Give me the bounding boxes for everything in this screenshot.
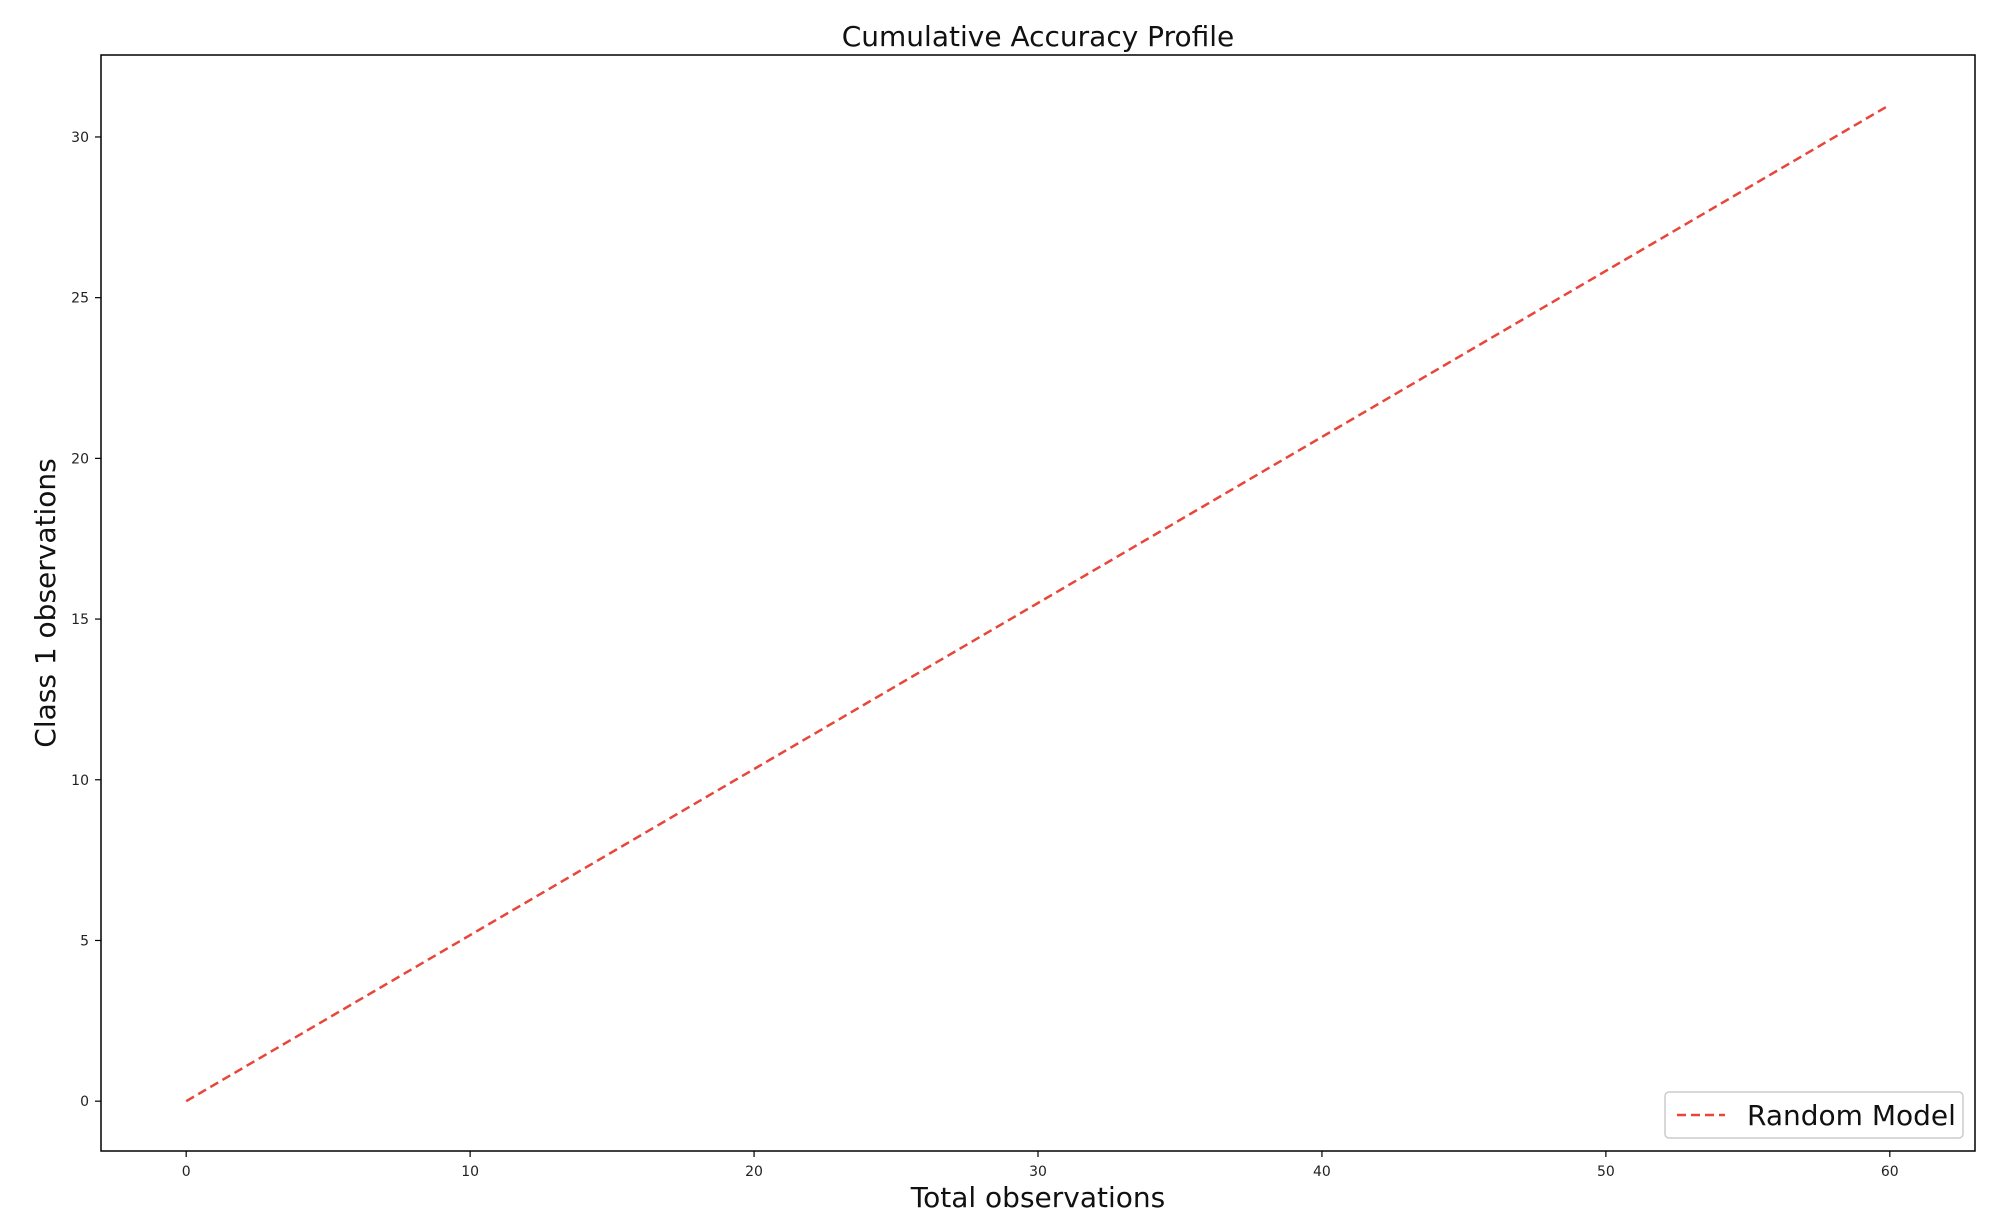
series-line-random-model [185, 103, 1891, 1103]
x-axis-ticks: 0 10 20 30 40 50 60 [182, 1151, 1899, 1180]
y-tick-label: 10 [71, 773, 89, 789]
x-tick-label: 10 [461, 1164, 479, 1180]
x-tick-label: 0 [182, 1164, 191, 1180]
legend-entry-random-model: Random Model [1747, 1099, 1956, 1132]
y-axis-label: Class 1 observations [29, 458, 62, 747]
x-tick-label: 20 [745, 1164, 763, 1180]
y-tick-label: 25 [71, 291, 89, 307]
y-tick-label: 0 [80, 1094, 89, 1110]
x-tick-label: 30 [1029, 1164, 1047, 1180]
y-tick-label: 30 [71, 130, 89, 146]
y-axis-ticks: 0 5 10 15 20 25 30 [71, 130, 101, 1110]
x-tick-label: 60 [1881, 1164, 1899, 1180]
x-tick-label: 40 [1313, 1164, 1331, 1180]
x-axis-label: Total observations [910, 1181, 1165, 1214]
y-tick-label: 15 [71, 612, 89, 628]
legend-box [1664, 1091, 1964, 1139]
y-tick-label: 20 [71, 451, 89, 467]
legend: Random Model [1664, 1091, 1964, 1139]
series-layer [185, 103, 1891, 1103]
x-tick-label: 50 [1597, 1164, 1615, 1180]
y-tick-label: 5 [80, 933, 89, 949]
chart-title: Cumulative Accuracy Profile [842, 20, 1235, 53]
